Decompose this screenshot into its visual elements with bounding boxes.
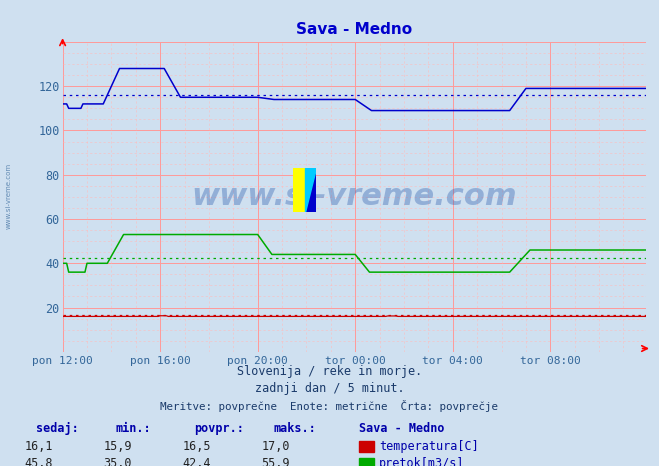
Text: 42,4: 42,4 — [183, 457, 211, 466]
Bar — [293, 168, 304, 212]
Text: zadnji dan / 5 minut.: zadnji dan / 5 minut. — [254, 383, 405, 395]
Polygon shape — [304, 168, 316, 212]
Text: Meritve: povprečne  Enote: metrične  Črta: povprečje: Meritve: povprečne Enote: metrične Črta:… — [161, 400, 498, 411]
Text: Sava - Medno: Sava - Medno — [359, 423, 445, 435]
Text: povpr.:: povpr.: — [194, 423, 244, 435]
Text: www.si-vreme.com: www.si-vreme.com — [5, 163, 12, 229]
Text: 55,9: 55,9 — [262, 457, 290, 466]
Text: temperatura[C]: temperatura[C] — [379, 440, 478, 452]
Text: 17,0: 17,0 — [262, 440, 290, 452]
Text: 16,1: 16,1 — [24, 440, 53, 452]
Text: 35,0: 35,0 — [103, 457, 132, 466]
Text: 15,9: 15,9 — [103, 440, 132, 452]
Text: www.si-vreme.com: www.si-vreme.com — [191, 182, 517, 212]
Text: maks.:: maks.: — [273, 423, 316, 435]
Text: Slovenija / reke in morje.: Slovenija / reke in morje. — [237, 365, 422, 378]
Text: pretok[m3/s]: pretok[m3/s] — [379, 457, 465, 466]
Text: 45,8: 45,8 — [24, 457, 53, 466]
Text: 16,5: 16,5 — [183, 440, 211, 452]
Text: sedaj:: sedaj: — [36, 423, 79, 435]
Text: min.:: min.: — [115, 423, 151, 435]
Title: Sava - Medno: Sava - Medno — [296, 21, 413, 37]
Polygon shape — [304, 168, 316, 212]
